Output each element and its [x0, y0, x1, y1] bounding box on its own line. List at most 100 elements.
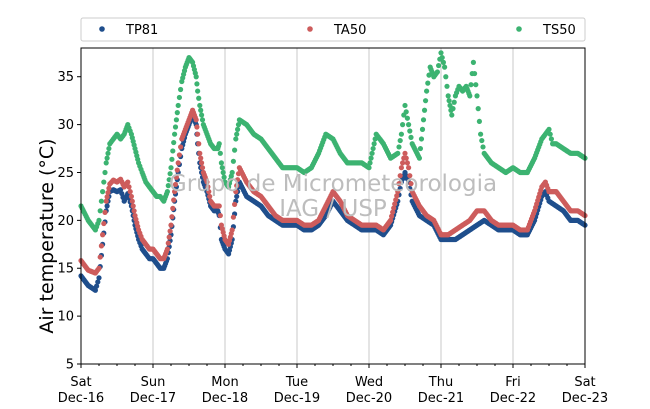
x-tick-label-day: Wed: [355, 375, 383, 390]
data-point-ts50: [470, 59, 476, 65]
data-point-ts50: [398, 131, 404, 137]
data-point-ts50: [175, 102, 181, 109]
data-point-ta50: [166, 234, 172, 240]
x-axis: SatDec-16SunDec-17MonDec-18TueDec-19WedD…: [58, 364, 608, 406]
data-point-ts50: [230, 158, 236, 164]
data-point-ta50: [193, 117, 199, 123]
legend-label-ta50: TA50: [333, 23, 366, 38]
data-point-ta50: [103, 198, 109, 204]
data-point-ts50: [199, 117, 206, 123]
data-point-ts50: [480, 144, 486, 150]
data-point-ts50: [195, 88, 201, 94]
data-point-tp81: [92, 287, 98, 293]
y-tick-label: 20: [57, 214, 74, 229]
data-point-ts50: [174, 110, 180, 116]
data-point-ta50: [167, 228, 173, 234]
data-point-ts50: [420, 117, 427, 123]
data-point-ta50: [100, 232, 106, 238]
data-point-ts50: [397, 137, 403, 144]
data-point-ta50: [174, 167, 180, 173]
data-point-ta50: [175, 160, 181, 166]
data-point-ta50: [126, 184, 132, 190]
data-point-ts50: [438, 50, 444, 56]
data-point-ts50: [417, 145, 424, 152]
data-point-ts50: [368, 155, 374, 161]
data-point-ta50: [171, 197, 177, 203]
data-point-ta50: [165, 240, 171, 246]
data-point-ts50: [235, 126, 241, 132]
data-point-ts50: [218, 160, 224, 166]
data-point-ta50: [199, 160, 205, 166]
data-point-ts50: [232, 147, 238, 153]
data-point-ts50: [173, 117, 179, 123]
x-tick-label-day: Fri: [505, 375, 521, 390]
data-point-ts50: [422, 98, 429, 104]
legend-label-tp81: TP81: [125, 23, 158, 38]
data-point-ts50: [402, 102, 408, 109]
y-axis-title: Air temperature (°C): [36, 138, 58, 333]
legend-marker-ts50: [516, 26, 522, 32]
data-point-ta50: [402, 150, 408, 156]
data-point-ta50: [199, 165, 206, 171]
data-point-ts50: [370, 145, 376, 152]
data-point-ts50: [229, 169, 235, 176]
data-point-ta50: [96, 265, 102, 271]
data-point-ts50: [440, 59, 446, 65]
data-point-ts50: [219, 165, 225, 171]
data-point-ts50: [104, 155, 110, 161]
data-point-ta50: [207, 193, 213, 200]
data-point-ta50: [234, 183, 240, 189]
data-point-ts50: [234, 131, 240, 137]
data-point-ts50: [468, 82, 474, 88]
watermark: Grupo de Micrometeorologia IAG / USP: [169, 171, 497, 222]
x-tick-label-date: Dec-23: [562, 391, 608, 406]
data-point-ta50: [206, 189, 212, 195]
data-point-ts50: [467, 93, 473, 99]
data-point-ta50: [127, 189, 133, 195]
data-point-ta50: [176, 152, 182, 158]
data-point-ta50: [407, 173, 413, 179]
data-point-ta50: [204, 179, 210, 185]
data-point-ts50: [418, 136, 425, 142]
data-point-ts50: [443, 74, 449, 80]
vertical-gridlines: [152, 48, 514, 364]
x-tick-label-day: Mon: [211, 375, 238, 390]
data-point-ts50: [475, 106, 481, 112]
x-tick-label-date: Dec-17: [130, 391, 176, 406]
data-point-ta50: [130, 203, 136, 209]
data-point-ts50: [436, 62, 442, 69]
data-point-ta50: [172, 181, 179, 188]
series-ta50: [78, 107, 588, 276]
data-point-ts50: [197, 102, 203, 109]
data-point-ts50: [168, 165, 174, 171]
data-point-ts50: [102, 169, 108, 176]
data-point-ta50: [169, 214, 175, 220]
data-point-tp81: [96, 275, 102, 281]
data-point-ts50: [233, 136, 239, 142]
y-tick-label: 5: [66, 358, 74, 373]
data-point-ta50: [395, 189, 401, 195]
x-tick-label-date: Dec-18: [202, 391, 248, 406]
legend-label-ts50: TS50: [542, 23, 576, 38]
data-point-ta50: [390, 209, 396, 215]
series-points: [78, 50, 588, 293]
x-tick-label-day: Thu: [428, 375, 453, 390]
data-point-ts50: [547, 131, 553, 137]
data-point-ta50: [170, 205, 176, 211]
data-point-ts50: [403, 109, 409, 115]
data-point-ts50: [548, 136, 555, 142]
data-point-ta50: [230, 214, 236, 220]
data-point-ta50: [389, 213, 395, 219]
data-point-ts50: [105, 150, 111, 156]
data-point-ta50: [98, 243, 104, 249]
data-point-ts50: [366, 165, 372, 171]
data-point-ta50: [394, 193, 400, 199]
data-point-ta50: [404, 160, 410, 166]
data-point-ta50: [172, 189, 178, 195]
legend: TP81 TA50 TS50: [80, 17, 586, 42]
data-point-ts50: [367, 160, 373, 166]
data-point-ta50: [217, 212, 223, 219]
y-tick-label: 10: [57, 310, 74, 325]
data-point-ts50: [164, 189, 170, 195]
